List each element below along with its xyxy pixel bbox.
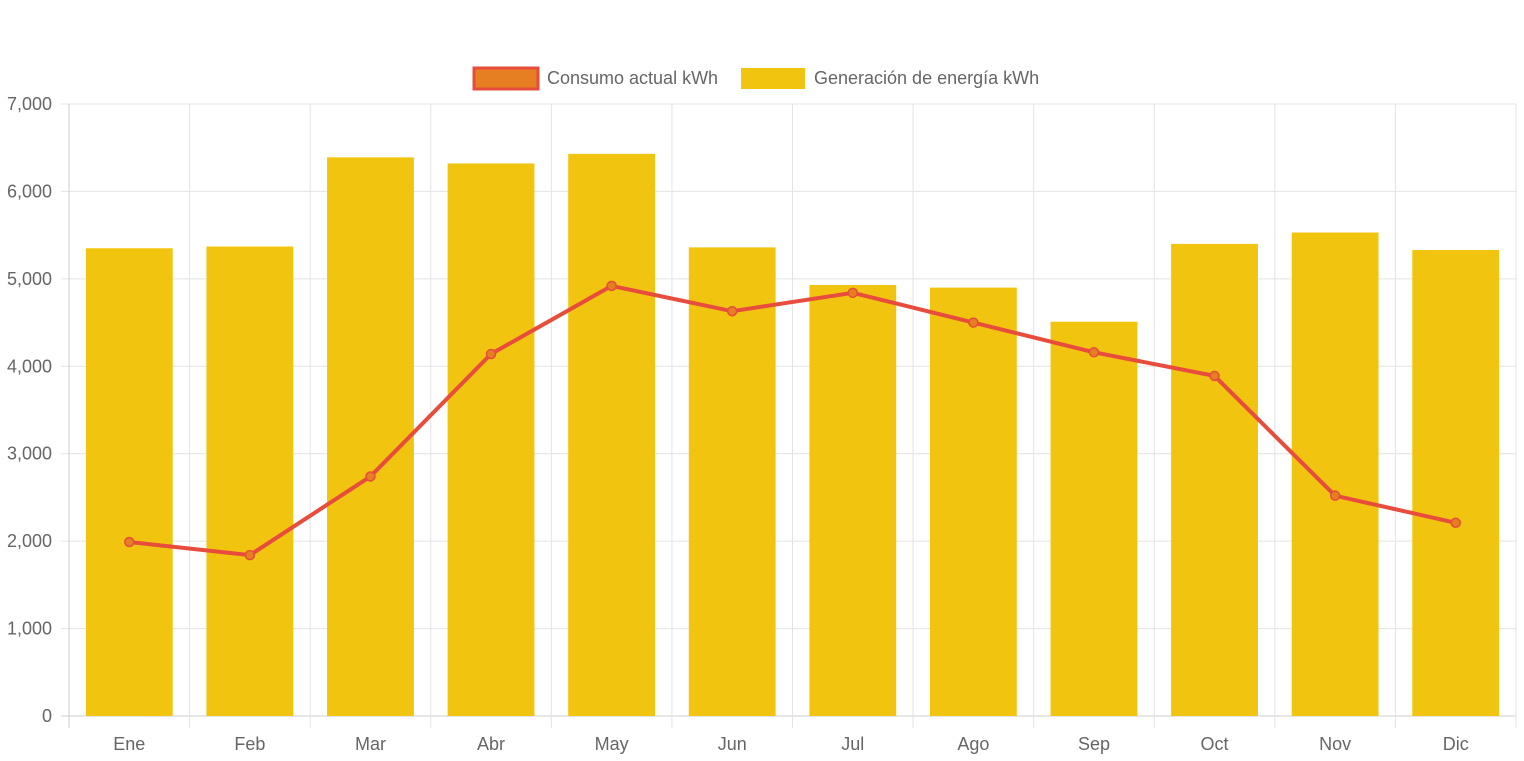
x-tick-label: Nov	[1319, 734, 1351, 754]
line-point	[606, 280, 617, 292]
bar-series	[85, 153, 1500, 717]
bar	[85, 248, 173, 716]
line-point	[365, 471, 376, 482]
line-point	[124, 536, 135, 548]
x-tick-label: Jun	[718, 734, 747, 754]
legend-swatch-consumo	[472, 66, 540, 91]
chart-grid	[61, 103, 1517, 728]
y-tick-label: 2,000	[7, 531, 52, 551]
line-point	[485, 348, 497, 360]
x-tick-label: Ago	[957, 734, 989, 754]
y-tick-label: 1,000	[7, 619, 52, 639]
x-axis: Ene Feb Mar Abr May Jun Jul Ago Sep Oct Nov Dic	[113, 734, 1468, 754]
bar	[1291, 232, 1379, 716]
bar	[327, 157, 414, 716]
bar	[1412, 250, 1500, 716]
x-tick-label: Feb	[234, 734, 265, 754]
x-tick-label: Oct	[1201, 734, 1229, 754]
y-axis: 0 1,000 2,000 3,000 4,000 5,000 6,000 7,000	[7, 94, 52, 726]
bar	[929, 287, 1017, 716]
x-tick-label: May	[595, 734, 629, 754]
line-point	[1329, 490, 1341, 501]
bar	[688, 247, 776, 716]
bar	[809, 284, 897, 716]
line-point	[726, 305, 738, 317]
y-tick-label: 6,000	[7, 181, 52, 201]
x-tick-label: Sep	[1078, 734, 1110, 754]
line-point	[847, 287, 859, 299]
x-tick-label: Abr	[477, 734, 505, 754]
y-tick-label: 4,000	[7, 356, 52, 376]
line-path	[127, 283, 1458, 558]
y-tick-label: 7,000	[7, 94, 52, 114]
y-tick-label: 3,000	[7, 444, 52, 464]
x-tick-label: Jul	[841, 734, 864, 754]
bar	[1050, 321, 1138, 716]
line-point	[968, 317, 979, 328]
bar	[568, 153, 656, 716]
bar	[1171, 243, 1258, 716]
x-tick-label: Ene	[113, 734, 145, 754]
legend-swatch-generacion	[741, 68, 805, 89]
x-tick-label: Mar	[355, 734, 386, 754]
legend-label-consumo: Consumo actual kWh	[547, 68, 718, 88]
y-tick-label: 5,000	[7, 269, 52, 289]
line-point	[1209, 370, 1220, 382]
chart-legend: Consumo actual kWh Generación de energía …	[472, 66, 1039, 91]
line-point	[1088, 347, 1100, 358]
legend-label-generacion: Generación de energía kWh	[814, 68, 1039, 88]
line-series	[124, 280, 1461, 561]
bar	[447, 163, 535, 717]
line-point	[244, 549, 256, 561]
x-tick-label: Dic	[1443, 734, 1469, 754]
bar	[206, 246, 294, 716]
y-tick-label: 0	[42, 706, 52, 726]
line-point	[1450, 517, 1461, 529]
